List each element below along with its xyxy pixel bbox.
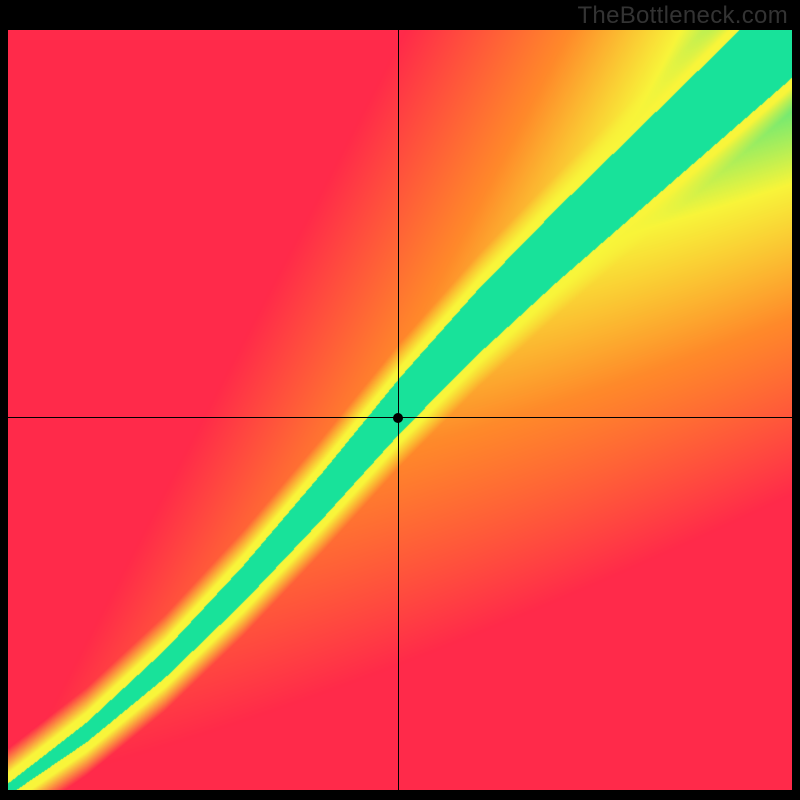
watermark-text: TheBottleneck.com [577,2,788,30]
heatmap-container [8,30,792,790]
data-point-marker [393,413,403,423]
heatmap-canvas [8,30,792,790]
crosshair-vertical [398,30,399,790]
